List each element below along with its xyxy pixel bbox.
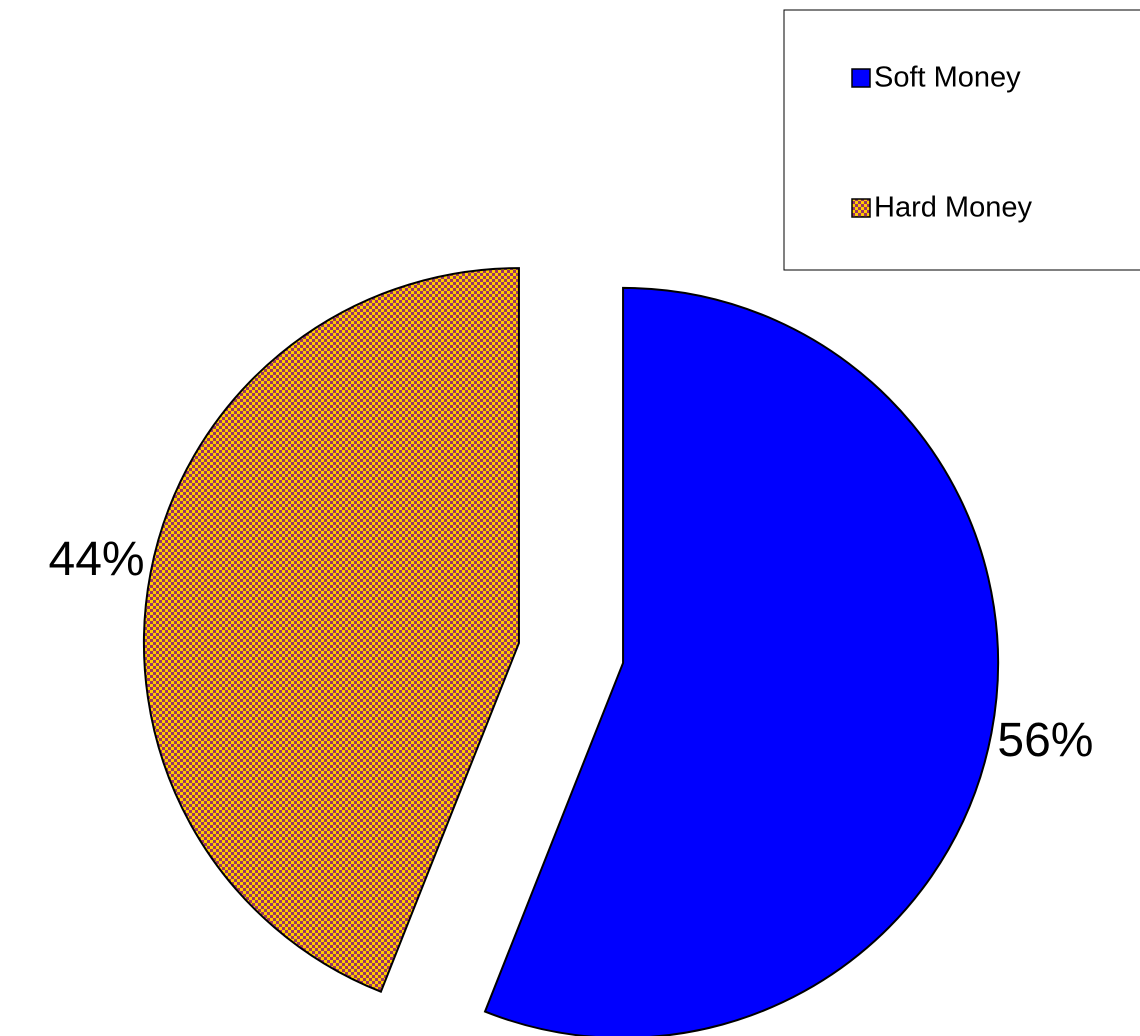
pie-slice (483, 286, 1000, 1036)
legend-label: Hard Money (874, 192, 1032, 224)
legend-label: Soft Money (874, 62, 1021, 94)
legend-swatch (851, 198, 871, 218)
data-label: 44% (49, 533, 145, 586)
legend-box (783, 9, 1140, 271)
data-label: 56% (997, 714, 1093, 767)
legend-swatch (851, 68, 871, 88)
pie-slice (142, 267, 520, 994)
